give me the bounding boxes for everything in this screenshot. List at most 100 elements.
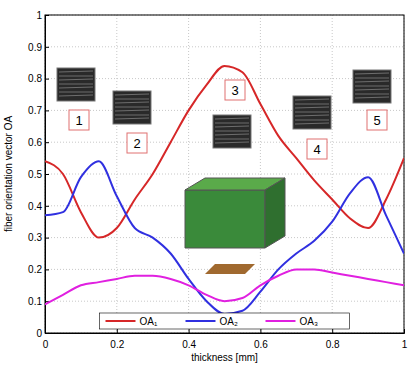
tick-mark [45,110,49,111]
micrograph-texture [115,102,149,103]
annotation-box [69,110,89,130]
grid-line [45,110,404,111]
micrograph-texture [295,115,329,116]
micrograph-texture [215,134,249,135]
legend-swatch [266,320,296,322]
micrograph-texture [215,118,249,119]
micrograph-texture [215,123,249,124]
micrograph-texture [355,94,389,95]
tick-label: 0.2 [110,339,124,350]
legend-box [100,313,350,329]
tick: 0.2 [28,264,49,275]
micrograph-texture [115,118,149,119]
annotation-label: 3 [231,83,238,98]
plot: 00.20.40.60.8100.10.20.30.40.50.60.70.80… [28,10,408,350]
tick-label: 0.3 [28,232,42,243]
y-axis-title: fiber orientation vector OA [3,116,14,232]
tick-label: 0 [43,339,49,350]
tick-mark [189,329,190,333]
micrograph [57,68,95,101]
tick: 0.5 [28,169,49,180]
tick-label: 0.1 [28,296,42,307]
annotation-box [307,139,327,159]
micrograph [213,115,251,148]
x-axis: 0 0.2 0.4 0.6 0.8 1 [43,329,408,350]
tick-label: 0.6 [254,339,268,350]
micrograph-texture [59,95,93,96]
grid-line [45,78,404,79]
legend-label: OA₁ [140,316,158,327]
micrograph-texture [115,99,149,100]
micrograph-texture [215,131,249,132]
micrograph-texture [295,107,329,108]
volume-front [185,190,265,248]
tick-mark [260,329,261,333]
legend-swatch [106,320,136,322]
grid-line [45,174,404,175]
tick-label: 1 [36,10,42,21]
annotation-label: 2 [133,136,140,151]
tick: 0.6 [28,137,49,148]
grid-line [45,46,404,47]
micrograph-texture [215,139,249,140]
annotation-label: 5 [373,113,380,128]
tick: 0.4 [28,201,49,212]
micrograph [113,91,151,124]
micrograph-texture [355,97,389,98]
legend-label: OA₃ [300,316,319,327]
micrograph-texture [59,92,93,93]
tick-mark [45,79,49,80]
micrograph-texture [59,87,93,88]
micrograph-texture [295,112,329,113]
micrograph [353,70,391,103]
micrograph-texture [355,78,389,79]
tick: 0.8 [28,73,49,84]
tick-label: 0.5 [28,169,42,180]
grid [45,15,404,333]
micrograph-texture [115,94,149,95]
tick-mark [45,238,49,239]
y-axis: 00.10.20.30.40.50.60.70.80.91 [28,10,49,339]
axis-line [46,16,50,334]
micrograph-texture [355,86,389,87]
tick: 0.9 [28,42,49,53]
specimen [205,264,255,274]
micrograph-texture [295,99,329,100]
micrograph-texture [355,73,389,74]
micrograph-texture [59,71,93,72]
tick-mark [45,142,49,143]
legend: OA₁ OA₂ OA₃ [100,313,350,329]
x-axis-title: thickness [mm] [191,352,258,363]
micrograph-texture [59,79,93,80]
series-line [45,66,404,238]
micrograph [293,96,331,129]
tick: 0.3 [28,232,49,243]
series-line [45,269,404,304]
tick: 0.2 [110,329,124,350]
annotation-label: 1 [75,113,82,128]
tick-mark [45,206,49,207]
legend-label: OA₂ [220,316,238,327]
annotation-label: 4 [313,142,320,157]
frame [45,15,404,333]
micrograph-texture [295,123,329,124]
annotation-box [225,80,245,100]
micrograph-texture [295,120,329,121]
tick-label: 0.9 [28,42,42,53]
annotation-box [367,110,387,130]
micrograph-texture [215,126,249,127]
tick: 0.4 [182,329,196,350]
tick-label: 0.8 [326,339,340,350]
tick-label: 0 [36,328,42,339]
tick-label: 0.8 [28,73,42,84]
micrograph-texture [115,107,149,108]
tick-mark [117,329,118,333]
tick-mark [332,329,333,333]
tick-mark [45,269,49,270]
micrograph-texture [59,84,93,85]
tick: 0.1 [28,296,49,307]
tick: 1 [402,329,408,350]
tick-mark [45,47,49,48]
tick: 0.6 [254,329,268,350]
grid-line [332,15,333,333]
